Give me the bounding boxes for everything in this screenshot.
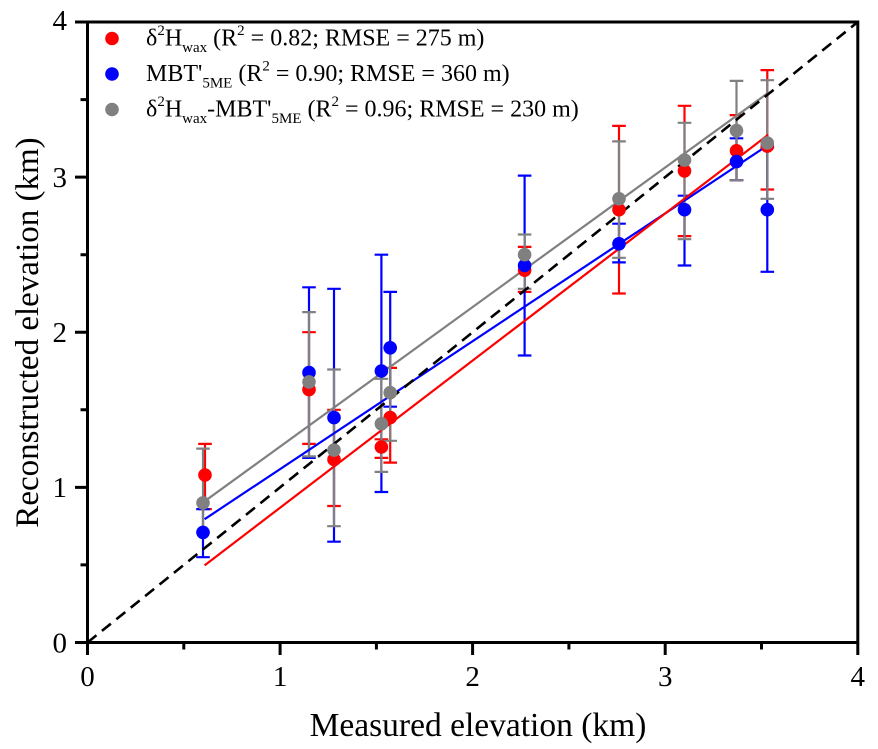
svg-text:MBT'5ME​ (R2​ = 0.90; RMSE = 3: MBT'5ME​ (R2​ = 0.90; RMSE = 360 m) (146, 59, 510, 92)
svg-text:1: 1 (53, 472, 68, 504)
svg-text:3: 3 (53, 162, 68, 194)
svg-text:2: 2 (53, 317, 68, 349)
svg-text:1: 1 (273, 661, 288, 693)
svg-text:4: 4 (53, 5, 68, 37)
svg-text:Measured elevation (km): Measured elevation (km) (310, 707, 647, 744)
svg-text:4: 4 (851, 661, 866, 693)
svg-text:δ2​Hwax​-MBT'5ME​ (R2​ = 0.96;: δ2​Hwax​-MBT'5ME​ (R2​ = 0.96; RMSE = 23… (146, 94, 579, 127)
svg-text:0: 0 (53, 627, 68, 659)
svg-text:3: 3 (658, 661, 673, 693)
svg-text:Reconstructed elevation (km): Reconstructed elevation (km) (10, 137, 46, 527)
svg-text:2: 2 (465, 661, 480, 693)
svg-text:0: 0 (80, 661, 95, 693)
